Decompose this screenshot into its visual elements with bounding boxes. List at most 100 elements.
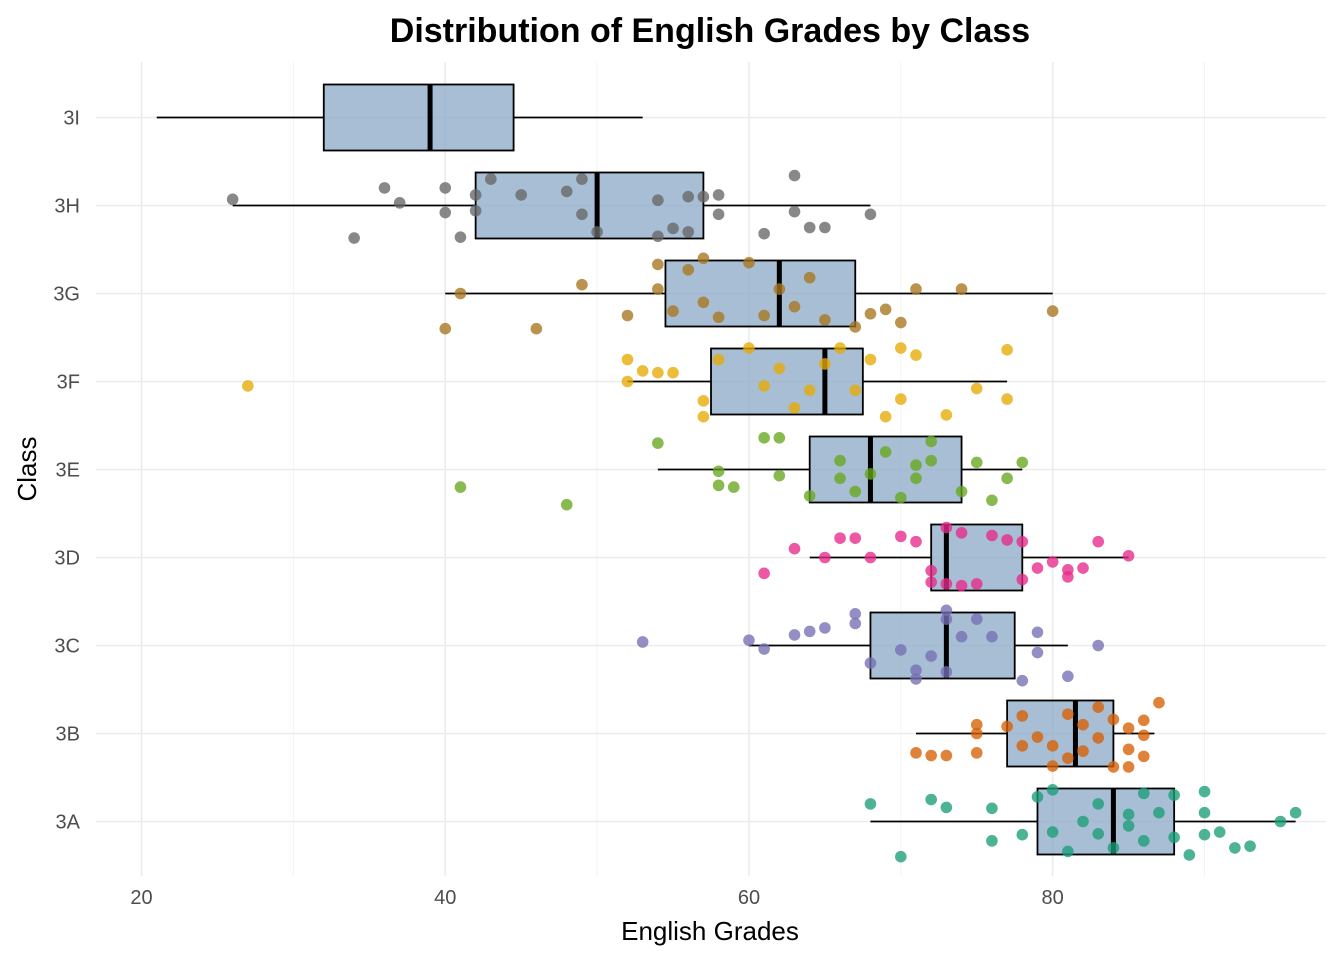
data-point [803,625,816,638]
data-point [849,608,862,620]
data-point [1122,549,1135,562]
data-point [879,410,892,423]
data-point [1016,674,1029,687]
data-point [910,673,922,685]
data-point [1062,708,1074,720]
data-point [925,749,937,762]
data-point [560,498,573,511]
y-tick-label: 3D [54,548,80,570]
data-point [864,307,877,320]
data-point [910,472,922,485]
data-point [970,578,983,590]
data-point [864,468,877,480]
data-point [819,622,831,634]
data-point [652,437,664,449]
data-point [1107,842,1120,854]
data-point [819,221,831,234]
y-tick-label: 3H [54,196,80,218]
data-point [1031,646,1044,659]
data-point [712,353,725,366]
data-point [1107,761,1120,773]
data-point [1092,639,1105,652]
data-point [1077,718,1089,731]
data-point [758,309,770,322]
data-point [758,567,770,580]
data-point [1137,750,1150,763]
data-point [955,485,968,498]
data-point [667,305,679,317]
data-point [727,481,740,493]
data-point [591,226,603,238]
data-point [652,194,664,207]
data-point [1046,826,1059,838]
data-point [1046,760,1059,772]
data-point [940,801,953,814]
data-point [864,353,877,366]
data-point [621,353,634,366]
data-point [803,271,816,284]
data-point [697,395,710,407]
data-point [652,258,664,271]
data-point [1092,701,1105,713]
data-point [621,309,634,322]
data-point [788,205,801,218]
data-point [970,718,983,731]
data-point [1168,789,1180,801]
data-point [1031,562,1044,574]
data-point [925,576,937,588]
data-point [712,479,725,492]
data-point [1274,815,1287,828]
data-point [1062,564,1074,576]
data-point [910,283,922,295]
y-tick-label: 3C [54,636,80,658]
data-point [834,454,846,467]
data-point [788,169,801,182]
data-point [773,432,786,444]
data-point [1046,556,1059,568]
data-point [1153,806,1165,819]
data-point [652,230,664,243]
box [869,611,1016,680]
data-point [970,747,983,759]
data-point [393,197,406,209]
data-point [1016,573,1029,586]
data-point [1062,845,1074,858]
data-point [485,173,497,185]
data-point [803,384,816,397]
data-point [849,384,862,397]
data-point [1122,743,1135,756]
x-axis-title: English Grades [621,916,799,946]
data-point [576,208,588,221]
data-point [849,321,862,333]
data-point [1001,720,1013,733]
data-point [697,410,710,423]
data-point [530,322,543,335]
data-point [955,630,968,643]
data-point [1016,828,1029,841]
data-point [454,287,467,300]
data-point [788,629,801,641]
data-point [682,190,695,203]
data-point [925,435,937,448]
data-point [1229,842,1241,854]
data-point [895,644,907,656]
data-point [758,227,770,240]
data-point [864,657,877,669]
data-point [636,365,649,377]
data-point [1001,344,1013,356]
data-point [1046,784,1059,796]
x-tick-label: 40 [434,887,456,909]
data-point [621,375,634,388]
data-point [1046,305,1059,317]
data-point [348,232,360,244]
data-point [636,636,649,648]
data-point [819,358,831,370]
data-point [576,278,588,291]
data-point [773,283,786,295]
data-point [1092,535,1105,548]
data-point [758,432,770,444]
y-tick-label: 3B [56,724,80,746]
data-point [469,189,482,201]
data-point [803,221,816,234]
